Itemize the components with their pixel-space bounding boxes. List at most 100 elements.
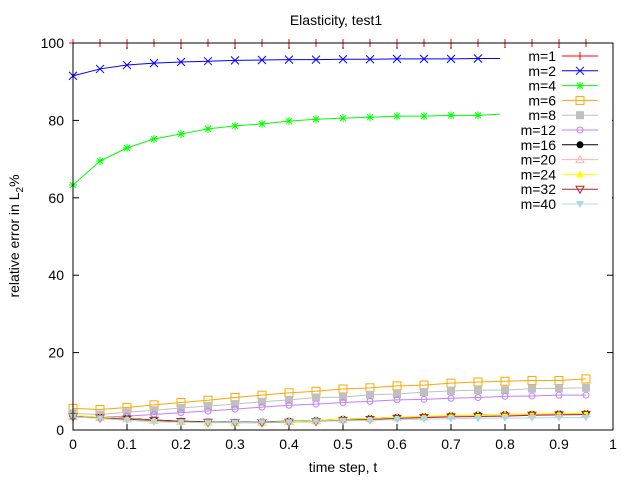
data-point [366, 390, 374, 399]
x-tick-label: 0.6 [387, 436, 407, 452]
data-point [474, 111, 482, 120]
legend-marker [576, 52, 584, 60]
legend-label: m=32 [521, 181, 557, 197]
legend-label: m=20 [521, 152, 557, 168]
x-axis-label: time step, t [309, 459, 378, 475]
y-tick-label: 100 [41, 35, 65, 51]
data-point [555, 391, 563, 399]
x-tick-label: 0.9 [549, 436, 569, 452]
data-point [338, 384, 348, 394]
legend-label: m=12 [521, 122, 557, 138]
legend-label: m=8 [528, 107, 556, 123]
legend-entry: m=1 [528, 48, 598, 64]
data-point [285, 117, 293, 126]
data-point [473, 54, 483, 63]
data-point [447, 394, 455, 402]
legend-label: m=6 [528, 92, 556, 108]
x-tick-label: 0.7 [441, 436, 461, 452]
data-point [177, 129, 185, 138]
data-point [527, 375, 537, 385]
data-point [95, 64, 105, 74]
data-point [446, 54, 456, 64]
data-point [420, 416, 428, 424]
data-point [258, 419, 266, 427]
series-line [72, 394, 586, 418]
data-point [393, 112, 401, 121]
legend-marker [576, 111, 584, 120]
data-point [258, 397, 266, 406]
x-tick-label: 0.2 [171, 436, 191, 452]
data-point [203, 56, 213, 66]
x-tick-label: 1 [609, 436, 617, 452]
legend-label: m=40 [521, 196, 557, 212]
data-point [204, 124, 212, 133]
data-point [312, 393, 320, 402]
legend-entry: m=40 [521, 196, 598, 212]
chart-title: Elasticity, test1 [290, 12, 383, 28]
data-point [150, 406, 158, 415]
data-point [365, 54, 375, 64]
data-point [339, 399, 347, 407]
data-point [581, 374, 591, 384]
data-point [582, 414, 590, 422]
data-point [339, 114, 347, 123]
x-tick-label: 0 [69, 436, 77, 452]
data-point [447, 111, 455, 120]
data-point [338, 54, 348, 64]
legend-marker [576, 201, 584, 208]
data-point [474, 386, 482, 395]
data-point [528, 415, 536, 423]
legend-marker [576, 81, 584, 90]
data-point [150, 418, 158, 426]
data-point [447, 386, 455, 395]
data-point [204, 407, 212, 415]
data-point [393, 390, 401, 399]
data-point [204, 419, 212, 427]
data-point [204, 402, 212, 411]
data-point [149, 58, 159, 68]
data-point [231, 400, 239, 409]
legend-label: m=4 [528, 78, 556, 94]
legend-entry: m=8 [528, 107, 598, 123]
legend-entry: m=12 [521, 122, 598, 138]
y-axis-label-main: relative error in L [6, 192, 22, 297]
y-tick-label: 80 [48, 112, 64, 128]
data-point [366, 113, 374, 122]
data-point [96, 415, 104, 423]
data-point [123, 408, 131, 417]
data-point [392, 381, 402, 391]
x-tick-label: 0.5 [333, 436, 353, 452]
data-point [528, 384, 536, 393]
data-point [258, 119, 266, 128]
data-point [231, 121, 239, 130]
data-point [393, 416, 401, 424]
legend-marker [576, 141, 584, 149]
x-tick-label: 0.3 [225, 436, 245, 452]
data-point [420, 112, 428, 121]
legend-label: m=16 [521, 137, 557, 153]
data-point [473, 377, 483, 387]
data-point [500, 376, 510, 386]
data-point [393, 396, 401, 404]
legend-entry: m=24 [521, 166, 598, 182]
legend-entry: m=20 [521, 152, 598, 168]
data-point [501, 415, 509, 423]
legend-marker [576, 170, 584, 178]
data-point [258, 403, 266, 411]
series-m-24 [69, 408, 590, 426]
data-point [231, 419, 239, 427]
legend-marker [575, 66, 585, 76]
series-m-8 [69, 383, 590, 419]
legend-marker [575, 185, 585, 195]
data-point [177, 419, 185, 427]
legend-entry: m=2 [528, 63, 598, 79]
y-tick-label: 40 [48, 267, 64, 283]
data-point [501, 392, 509, 400]
data-point [582, 391, 590, 399]
data-point [284, 55, 294, 64]
data-point [285, 395, 293, 404]
data-point [582, 383, 590, 392]
legend-label: m=1 [528, 48, 556, 64]
data-point [501, 386, 509, 395]
